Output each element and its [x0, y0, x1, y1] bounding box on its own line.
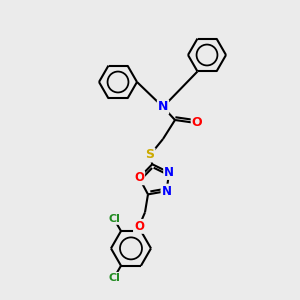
Text: S: S [146, 148, 154, 161]
Text: N: N [164, 166, 174, 179]
Text: Cl: Cl [108, 273, 120, 283]
Text: Cl: Cl [108, 214, 120, 224]
Text: N: N [161, 184, 172, 198]
Text: O: O [192, 116, 202, 130]
Text: N: N [158, 100, 168, 113]
Text: O: O [134, 171, 144, 184]
Text: O: O [134, 220, 144, 233]
